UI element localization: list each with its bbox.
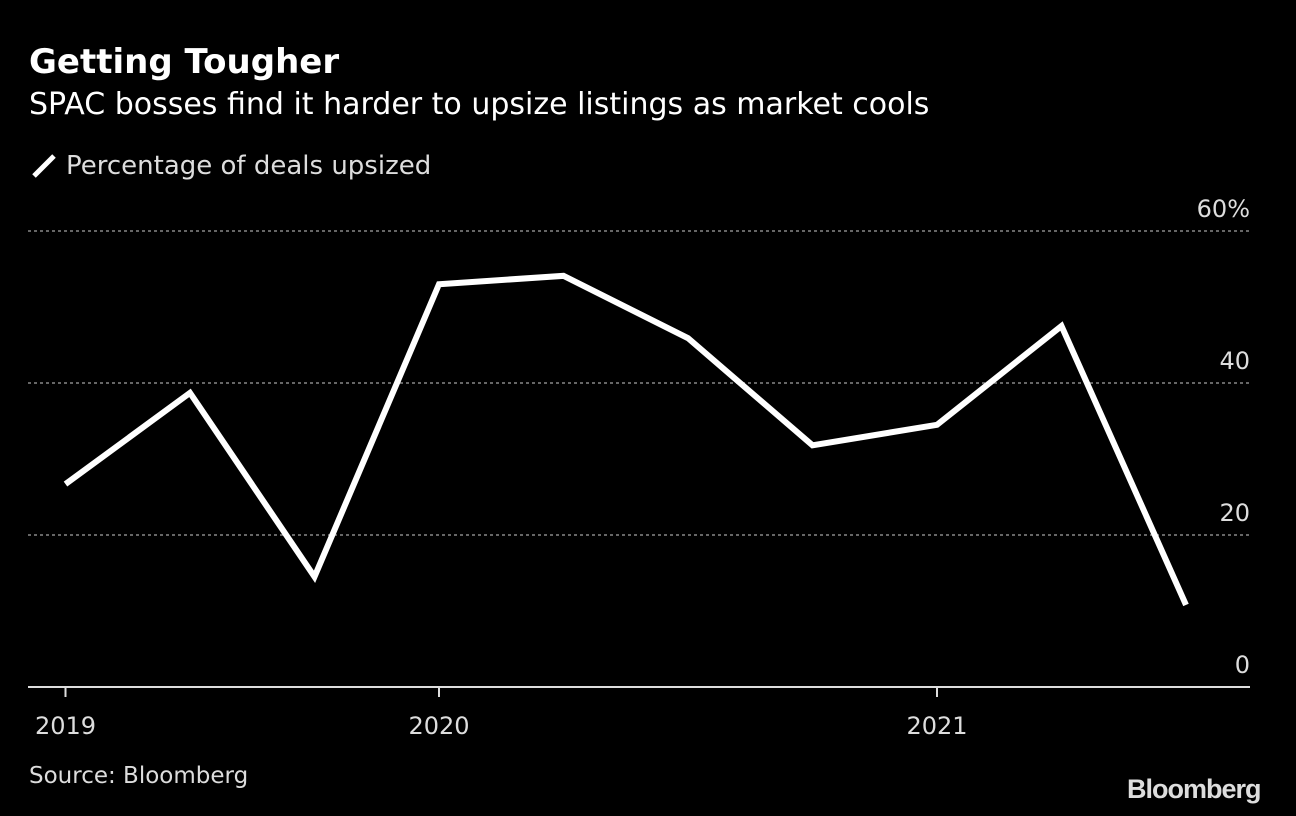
x-tick-label: 2019 [35, 712, 96, 740]
bloomberg-logo: Bloomberg [1127, 774, 1262, 804]
chart-subtitle: SPAC bosses find it harder to upsize lis… [29, 87, 930, 122]
legend: Percentage of deals upsized [30, 151, 431, 181]
y-tick-label: 60% [1197, 195, 1250, 223]
y-tick-label: 0 [1235, 651, 1250, 679]
legend-line-icon [32, 154, 56, 178]
y-tick-label: 40 [1219, 347, 1250, 375]
series-line [63, 272, 1189, 607]
chart-title: Getting Tougher [29, 42, 340, 82]
x-tick-label: 2020 [408, 712, 469, 740]
x-tick-label: 2021 [906, 712, 967, 740]
y-tick-label: 20 [1219, 499, 1250, 527]
legend-label: Percentage of deals upsized [66, 151, 432, 181]
source-note: Source: Bloomberg [29, 763, 249, 789]
